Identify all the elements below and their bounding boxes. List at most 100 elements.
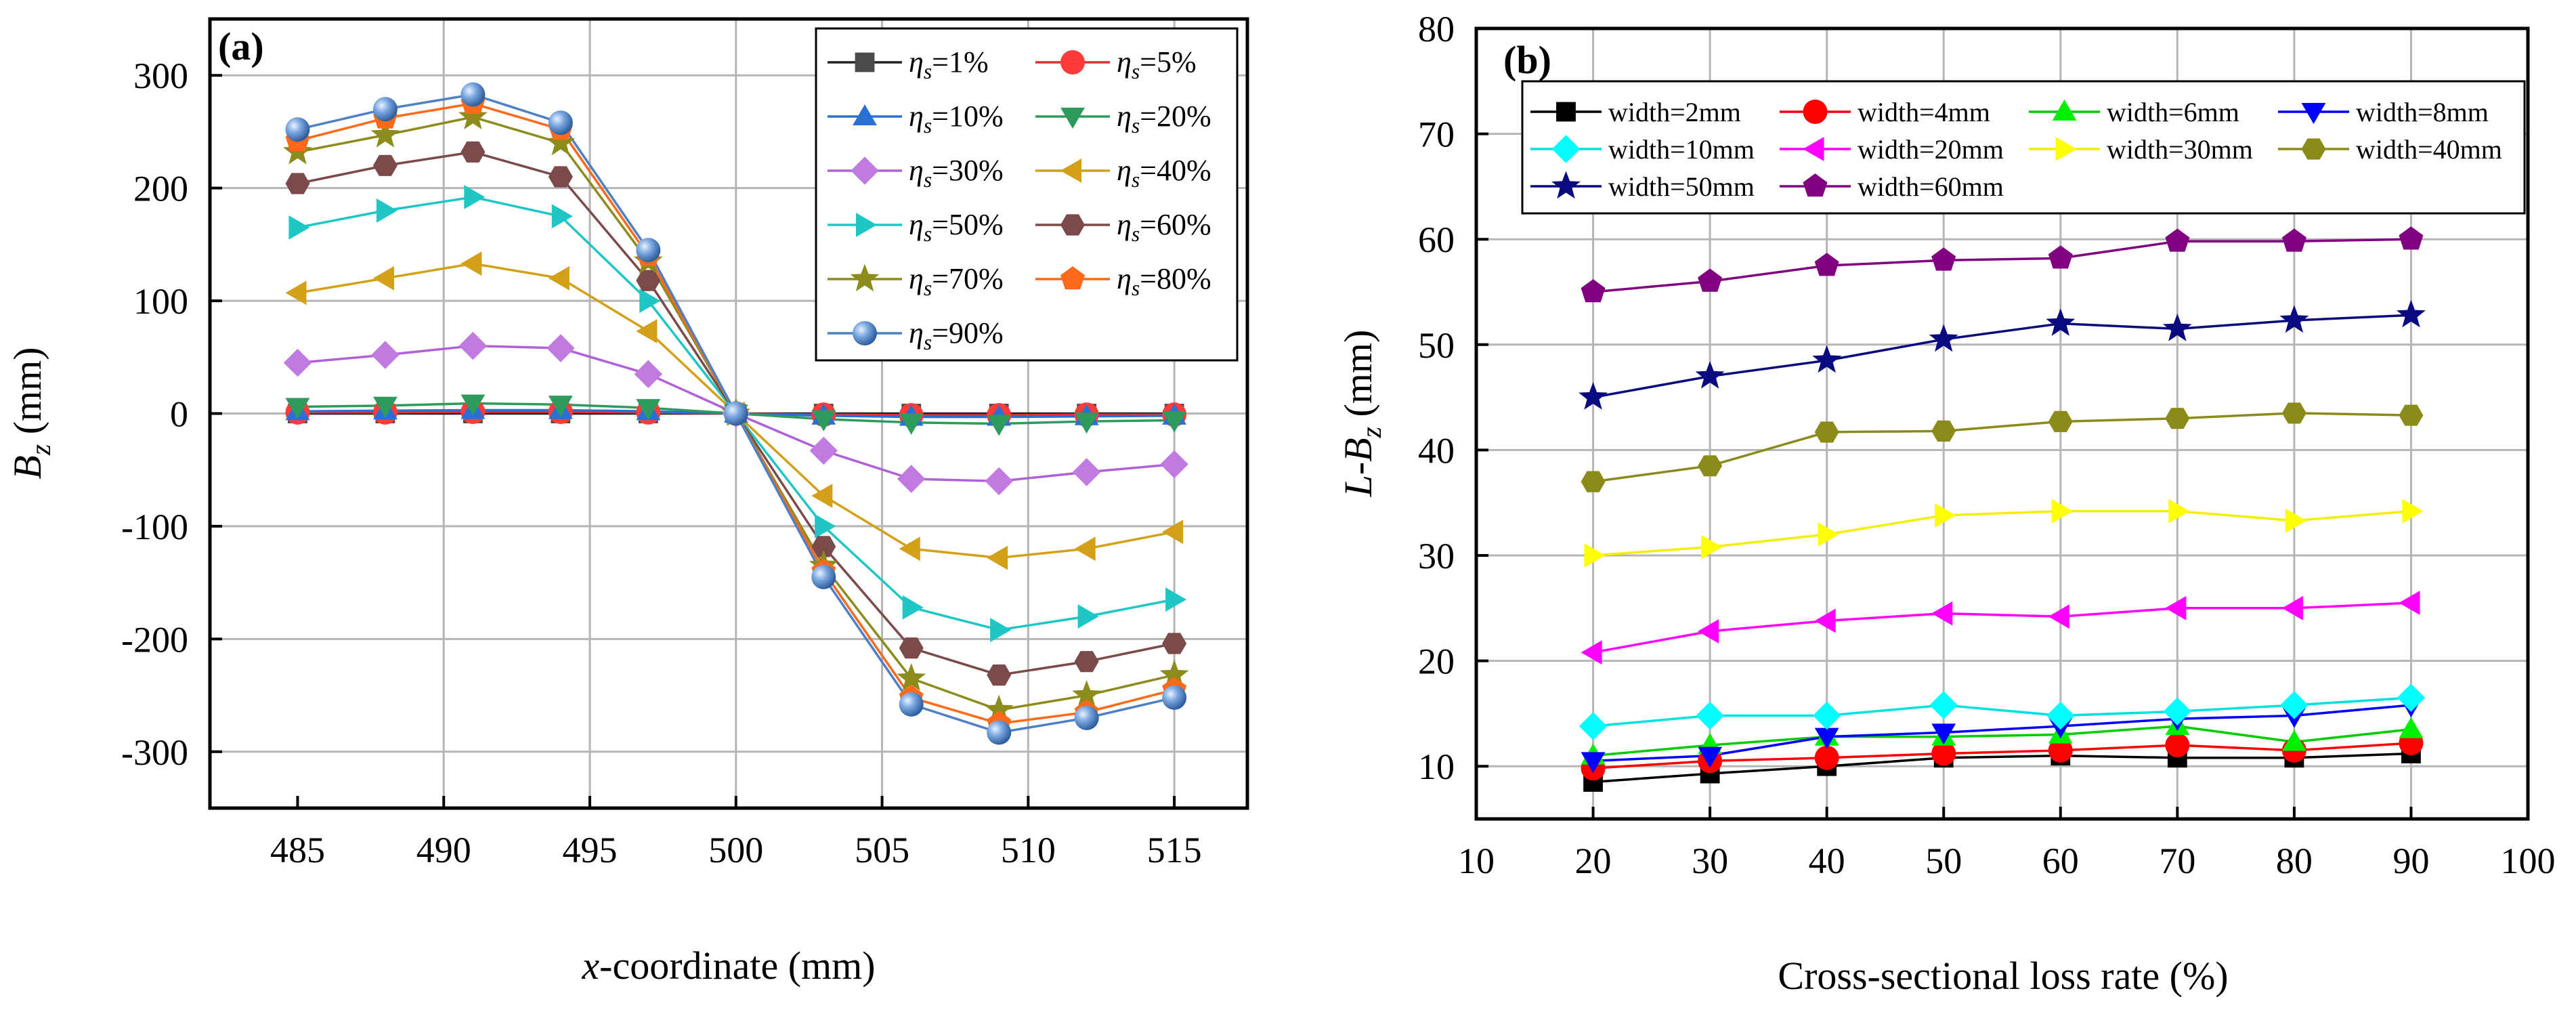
x-tick-label: 80 (2276, 841, 2313, 881)
data-point (2165, 408, 2190, 429)
y-tick-labels-a: -300 -200 -100 0 100 200 300 (121, 56, 222, 773)
y-tick-label: 70 (1418, 114, 1455, 155)
x-tick-label: 500 (708, 830, 763, 870)
panel-label-b: (b) (1503, 38, 1551, 82)
data-point (2281, 402, 2306, 424)
y-tick-label: 100 (133, 281, 188, 322)
legend-label: ηs=1% (909, 45, 989, 83)
data-point (2397, 683, 2426, 712)
legend-label: ηs=70% (909, 262, 1004, 300)
data-point (899, 692, 924, 717)
legend-marker (2055, 137, 2077, 161)
data-point (984, 694, 1014, 723)
x-tick-labels-b: 10 20 30 40 50 60 70 80 90 100 (1458, 807, 2556, 881)
legend-marker (850, 263, 880, 292)
data-point (283, 348, 312, 377)
legend-a: ηs=1% ηs=5% ηs=10% ηs=20% ηs=30% ηs=40% ηs=50%… (815, 27, 1239, 362)
data-point (2048, 245, 2073, 269)
data-point (1698, 619, 1719, 643)
legend-label: width=50mm (1608, 171, 1755, 202)
data-point (897, 465, 926, 493)
data-point (811, 536, 836, 557)
data-point (987, 720, 1012, 745)
legend-item: width=10mm (1530, 134, 1755, 165)
x-tick-label: 495 (563, 830, 618, 870)
legend-label: width=6mm (2107, 97, 2239, 127)
x-tick-label: 70 (2159, 841, 2195, 881)
legend-label: width=2mm (1608, 97, 1741, 127)
data-point (1814, 608, 1836, 633)
data-point (2162, 314, 2192, 341)
data-point (1165, 587, 1187, 612)
data-point (2048, 738, 2073, 763)
data-point (1931, 723, 1956, 745)
legend-item: width=4mm (1780, 97, 1990, 127)
legend-item: ηs=5% (1035, 45, 1197, 83)
data-point (2046, 701, 2075, 730)
data-point (1701, 534, 1723, 559)
legend-item: ηs=90% (828, 316, 1004, 354)
series-line (1593, 725, 2411, 757)
legend-item: width=50mm (1530, 171, 1755, 202)
data-point (2165, 228, 2190, 252)
legend-label: width=4mm (1858, 97, 1990, 127)
data-point (636, 399, 661, 421)
data-point (1159, 660, 1189, 688)
x-axis-title-b: Cross-sectional loss rate (%) (1778, 954, 2228, 998)
data-point (1698, 455, 1723, 477)
legend-marker (1803, 137, 1824, 161)
legend-marker (851, 156, 879, 185)
x-tick-label: 505 (855, 830, 909, 870)
y-tick-label: 0 (170, 394, 188, 435)
data-point (2399, 591, 2420, 615)
data-point (1581, 640, 1602, 665)
y-tick-label: 20 (1418, 641, 1455, 682)
legend-item: width=6mm (2029, 97, 2239, 127)
data-point (1579, 382, 1608, 410)
data-point (1162, 520, 1184, 545)
data-point (1698, 746, 1722, 768)
legend-item: ηs=60% (1035, 208, 1211, 246)
x-tick-label: 90 (2392, 841, 2429, 881)
legend-label: width=8mm (2356, 97, 2489, 127)
data-point (548, 166, 573, 188)
data-point (899, 536, 920, 562)
data-point (1814, 745, 1839, 770)
data-point (1072, 458, 1101, 486)
y-tick-label: -100 (121, 507, 188, 547)
data-point (1695, 361, 1725, 389)
data-point (460, 141, 486, 163)
series-line (1593, 742, 2411, 770)
data-point (1929, 691, 1958, 719)
data-point (811, 564, 836, 589)
data-point (1812, 345, 1842, 373)
data-point (990, 618, 1012, 642)
data-point (1931, 247, 1956, 271)
series-line (1593, 314, 2411, 399)
data-point (811, 410, 836, 431)
legend-marker (856, 213, 877, 237)
y-axis-title-a: Bz (mm) (5, 347, 57, 479)
legend-label: width=60mm (1858, 171, 2004, 202)
series-line (1593, 696, 2411, 727)
legend-label: ηs=5% (1117, 45, 1197, 83)
legend-marker (853, 321, 877, 345)
data-point (1074, 536, 1096, 562)
data-point (1162, 685, 1187, 710)
data-point (1931, 420, 1956, 442)
data-point (1074, 651, 1099, 673)
x-tick-label: 20 (1575, 841, 1612, 881)
data-point (902, 595, 924, 620)
data-point (987, 415, 1012, 436)
data-point (2165, 733, 2190, 758)
legend-marker (855, 52, 875, 72)
legend-item: ηs=10% (828, 100, 1004, 138)
x-tick-label: 490 (416, 830, 471, 870)
data-point (458, 102, 488, 129)
legend-item: width=40mm (2278, 134, 2502, 165)
legend-marker (1803, 100, 1828, 124)
legend-item: ηs=20% (1035, 100, 1211, 138)
legend-marker (2301, 138, 2326, 160)
y-tick-label: 80 (1418, 9, 1455, 49)
legend-item: ηs=50% (828, 208, 1004, 246)
